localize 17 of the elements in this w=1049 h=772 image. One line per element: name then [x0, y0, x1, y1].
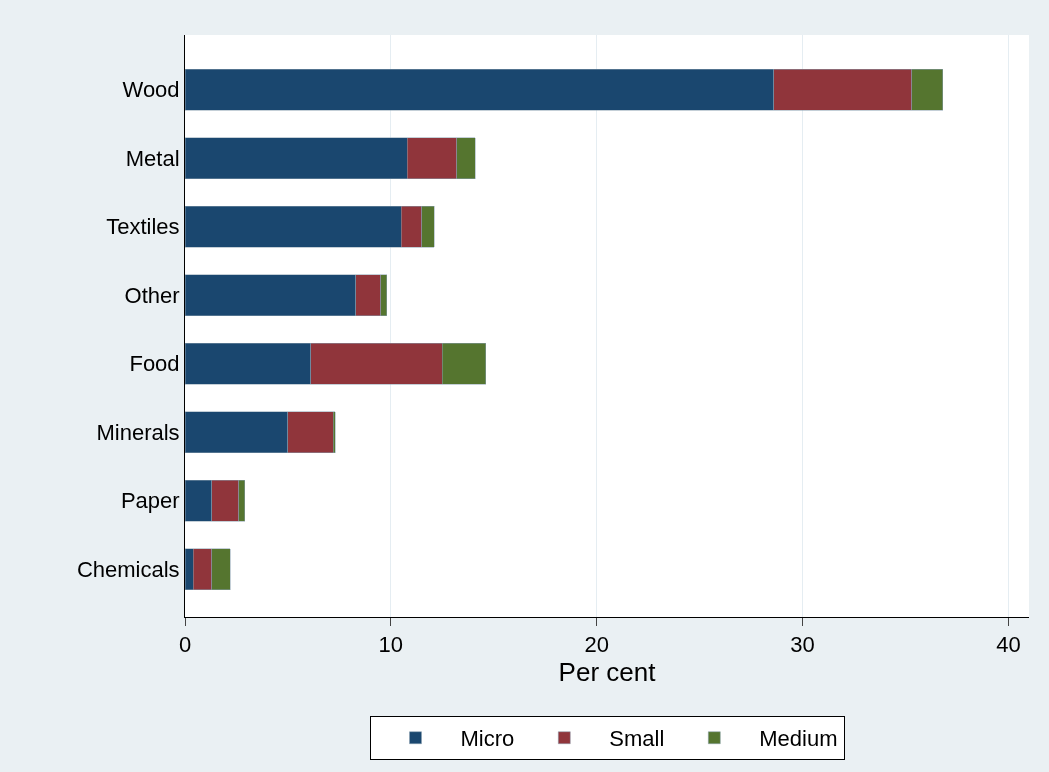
x-tick-label: 40: [996, 632, 1021, 658]
y-tick-label: Chemicals: [76, 556, 180, 582]
legend-label: Medium: [759, 726, 838, 752]
x-tick-label: 0: [178, 632, 192, 658]
y-tick-label: Food: [129, 351, 180, 377]
y-tick-label: Wood: [122, 77, 180, 103]
y-tick-label: Minerals: [96, 419, 180, 445]
legend-label: Micro: [460, 726, 515, 752]
x-axis-title: Per cent: [558, 657, 657, 688]
y-tick-label: Other: [124, 282, 180, 308]
y-tick-label: Metal: [125, 145, 180, 171]
legend-label: Small: [609, 726, 665, 752]
x-tick-label: 30: [790, 632, 815, 658]
y-tick-label: Textiles: [106, 214, 180, 240]
y-tick-label: Paper: [120, 488, 180, 514]
x-tick-label: 20: [584, 632, 609, 658]
x-tick-label: 10: [378, 632, 404, 658]
